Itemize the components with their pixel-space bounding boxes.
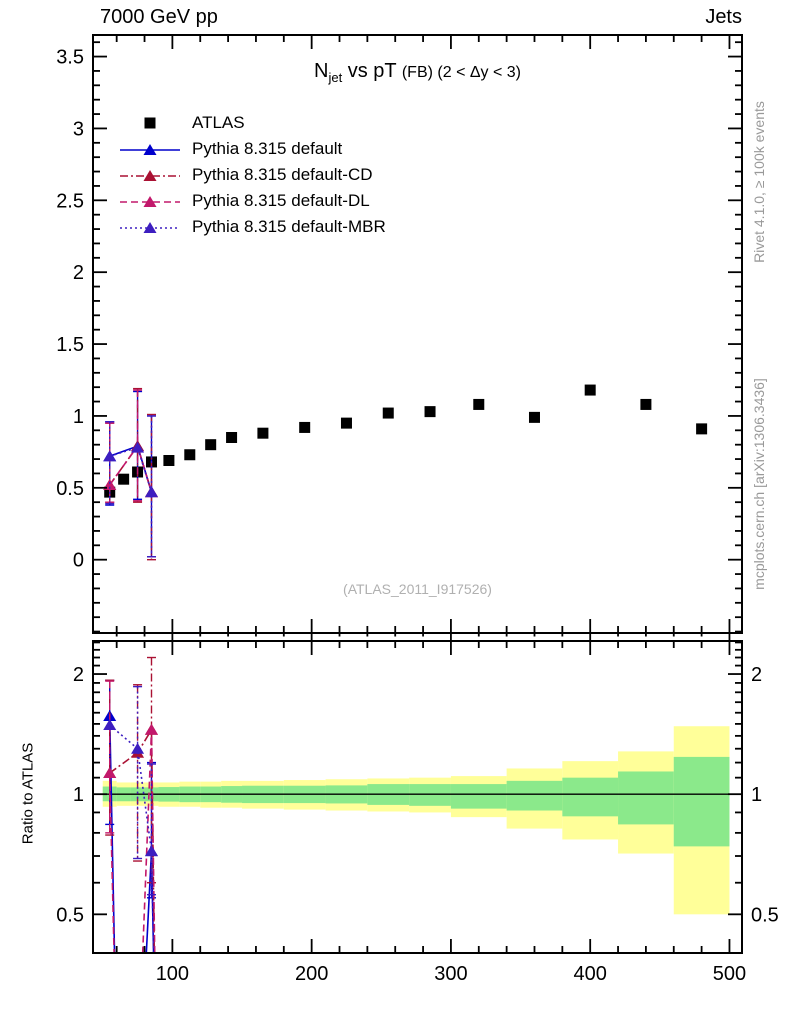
model-triangle-point bbox=[144, 723, 158, 735]
pythia-default-cd-main bbox=[103, 387, 158, 561]
legend-triangle-marker bbox=[143, 170, 157, 181]
plot-title-vs: vs pT bbox=[342, 60, 402, 82]
model-triangle-point bbox=[103, 766, 117, 778]
tick-label: 300 bbox=[434, 963, 467, 985]
atlas-point bbox=[257, 427, 269, 439]
atlas-square-icon bbox=[144, 117, 156, 129]
pythia-default-mbr-line bbox=[109, 446, 153, 493]
legend-triangle-marker bbox=[143, 222, 157, 233]
plot-title: Njet vs pT (FB) (2 < Δy < 3) bbox=[93, 60, 742, 85]
tick-label: 500 bbox=[713, 963, 746, 985]
tick-label: 200 bbox=[295, 963, 328, 985]
model-triangle-point bbox=[144, 845, 158, 857]
atlas-point bbox=[424, 406, 436, 418]
line-triangle-icon bbox=[120, 144, 180, 155]
pythia-default-dl-main bbox=[103, 389, 158, 503]
model-triangle-point bbox=[131, 441, 145, 453]
pythia-default-mbr-main bbox=[103, 415, 158, 558]
legend-item-pythia-default-dl: Pythia 8.315 default-DL bbox=[118, 188, 386, 214]
legend-triangle-marker bbox=[143, 144, 157, 155]
pythia-default-mbr-ratio bbox=[103, 685, 158, 953]
atlas-point bbox=[118, 473, 130, 485]
tick-label: 3 bbox=[73, 118, 84, 140]
dotted-triangle-icon bbox=[120, 222, 180, 233]
ratio-band-green bbox=[618, 771, 674, 825]
beam-energy-label: 7000 GeV pp bbox=[100, 6, 218, 28]
pythia-default-dl-ratio bbox=[103, 680, 158, 953]
ratio-band-green bbox=[673, 756, 730, 847]
tick-label: 100 bbox=[156, 963, 189, 985]
tick-label: 400 bbox=[574, 963, 607, 985]
dashed-triangle-icon bbox=[120, 196, 180, 207]
ratio-band-green bbox=[450, 784, 507, 809]
legend-label: Pythia 8.315 default-DL bbox=[192, 191, 370, 210]
legend: ATLAS Pythia 8.315 default Pythia 8.315 … bbox=[118, 110, 386, 240]
plot-title-observable: N bbox=[314, 60, 329, 82]
legend-item-pythia-default-cd: Pythia 8.315 default-CD bbox=[118, 162, 386, 188]
atlas-point bbox=[640, 398, 652, 410]
tick-label: 2 bbox=[73, 664, 84, 686]
atlas-point bbox=[696, 423, 708, 435]
plot-title-subscript: jet bbox=[328, 70, 343, 85]
pythia-default-cd-ratio-line bbox=[109, 726, 156, 953]
legend-item-atlas: ATLAS bbox=[118, 110, 386, 136]
atlas-point bbox=[226, 432, 238, 443]
rivet-version-label: Rivet 4.1.0, ≥ 100k events bbox=[751, 101, 767, 263]
legend-square-marker bbox=[144, 117, 156, 129]
tick-label: 2 bbox=[73, 262, 84, 284]
atlas-point bbox=[340, 417, 352, 429]
dashdot-triangle-icon bbox=[120, 170, 180, 181]
legend-item-pythia-default: Pythia 8.315 default bbox=[118, 136, 386, 162]
tick-label: 1 bbox=[751, 784, 762, 806]
tick-label: 2 bbox=[751, 664, 762, 686]
tick-label: 0 bbox=[73, 550, 84, 572]
atlas-point bbox=[473, 398, 485, 410]
legend-triangle-marker bbox=[143, 196, 157, 207]
legend-label: ATLAS bbox=[192, 113, 245, 132]
tick-label: 2.5 bbox=[56, 190, 84, 212]
atlas-point bbox=[528, 411, 540, 423]
analysis-id-watermark: (ATLAS_2011_I917526) bbox=[343, 581, 492, 597]
model-triangle-point bbox=[103, 719, 117, 731]
pythia-default-dl-line bbox=[109, 444, 153, 493]
tick-label: 1 bbox=[73, 406, 84, 428]
panel-frame bbox=[92, 34, 743, 634]
tick-label: 0.5 bbox=[56, 478, 84, 500]
legend-label: Pythia 8.315 default-MBR bbox=[192, 217, 386, 236]
atlas-point bbox=[584, 384, 596, 396]
atlas-point bbox=[299, 421, 311, 433]
atlas-point bbox=[205, 439, 217, 451]
tick-label: 1.5 bbox=[56, 334, 84, 356]
pythia-default-mbr-ratio-line bbox=[109, 724, 155, 953]
panel-frame bbox=[92, 640, 743, 954]
atlas-point bbox=[163, 455, 175, 466]
tick-label: 0.5 bbox=[56, 904, 84, 926]
legend-item-pythia-default-mbr: Pythia 8.315 default-MBR bbox=[118, 214, 386, 240]
ratio-band-green bbox=[562, 777, 619, 817]
process-label: Jets bbox=[705, 6, 742, 28]
ratio-uncertainty-bands bbox=[93, 726, 742, 915]
model-triangle-point bbox=[144, 486, 158, 498]
mcplots-reference-label: mcplots.cern.ch [arXiv:1306.3436] bbox=[751, 378, 767, 590]
model-triangle-point bbox=[103, 450, 117, 462]
tick-label: 1 bbox=[73, 784, 84, 806]
ratio-band-green bbox=[409, 784, 451, 806]
ratio-axis-label: Ratio to ATLAS bbox=[19, 742, 37, 845]
atlas-point bbox=[184, 449, 196, 461]
ratio-band-green bbox=[506, 780, 563, 811]
plot-title-cuts: (FB) (2 < Δy < 3) bbox=[401, 64, 521, 81]
legend-label: Pythia 8.315 default-CD bbox=[192, 165, 373, 184]
atlas-data-points bbox=[104, 384, 708, 498]
axes: 0 0.5 1 1.5 2 2.5 3 3.5 0.5 0.5 1 1 2 2 100 200 300 400 50… bbox=[56, 34, 779, 985]
model-triangle-point bbox=[131, 742, 145, 754]
legend-label: Pythia 8.315 default bbox=[192, 139, 343, 158]
tick-label: 3.5 bbox=[56, 47, 84, 69]
tick-label: 0.5 bbox=[751, 904, 779, 926]
atlas-point bbox=[382, 407, 394, 419]
